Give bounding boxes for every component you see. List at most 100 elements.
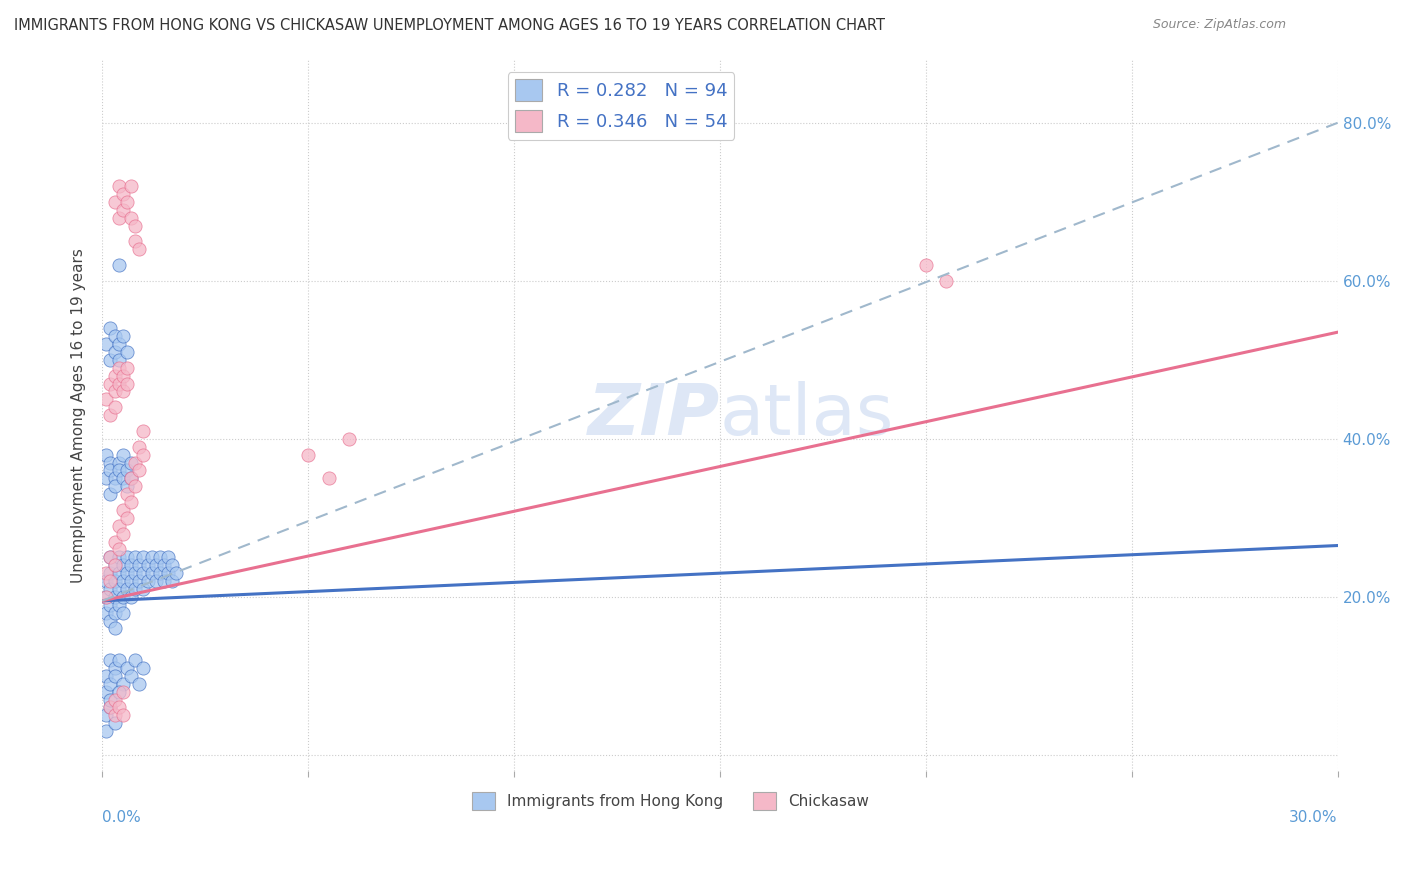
- Point: [96, 724, 118, 739]
- Point: [103, 329, 125, 343]
- Point: [115, 360, 138, 375]
- Point: [100, 700, 122, 714]
- Point: [103, 479, 125, 493]
- Point: [120, 471, 142, 485]
- Point: [318, 471, 340, 485]
- Text: atlas: atlas: [720, 381, 894, 450]
- Point: [107, 211, 129, 225]
- Point: [103, 384, 125, 399]
- Point: [128, 574, 150, 588]
- Point: [136, 558, 159, 573]
- Point: [103, 368, 125, 383]
- Point: [103, 471, 125, 485]
- Point: [103, 606, 125, 620]
- Point: [115, 661, 138, 675]
- Point: [337, 432, 360, 446]
- Point: [100, 550, 122, 565]
- Point: [141, 566, 163, 581]
- Point: [111, 471, 134, 485]
- Point: [128, 463, 150, 477]
- Point: [100, 614, 122, 628]
- Point: [103, 669, 125, 683]
- Point: [115, 463, 138, 477]
- Point: [132, 550, 155, 565]
- Y-axis label: Unemployment Among Ages 16 to 19 years: Unemployment Among Ages 16 to 19 years: [72, 248, 86, 582]
- Point: [103, 534, 125, 549]
- Text: IMMIGRANTS FROM HONG KONG VS CHICKASAW UNEMPLOYMENT AMONG AGES 16 TO 19 YEARS CO: IMMIGRANTS FROM HONG KONG VS CHICKASAW U…: [14, 18, 884, 33]
- Point: [100, 463, 122, 477]
- Point: [124, 550, 146, 565]
- Point: [100, 408, 122, 422]
- Point: [111, 684, 134, 698]
- Point: [96, 669, 118, 683]
- Point: [132, 661, 155, 675]
- Point: [100, 456, 122, 470]
- Point: [124, 219, 146, 233]
- Point: [128, 242, 150, 256]
- Point: [115, 487, 138, 501]
- Point: [96, 337, 118, 351]
- Point: [157, 566, 180, 581]
- Point: [111, 526, 134, 541]
- Point: [297, 448, 319, 462]
- Point: [149, 566, 172, 581]
- Point: [100, 677, 122, 691]
- Point: [96, 448, 118, 462]
- Point: [100, 692, 122, 706]
- Point: [115, 345, 138, 359]
- Point: [111, 606, 134, 620]
- Point: [124, 653, 146, 667]
- Point: [128, 677, 150, 691]
- Point: [124, 582, 146, 596]
- Point: [120, 669, 142, 683]
- Point: [132, 448, 155, 462]
- Point: [103, 661, 125, 675]
- Point: [96, 471, 118, 485]
- Point: [120, 456, 142, 470]
- Point: [100, 566, 122, 581]
- Point: [111, 448, 134, 462]
- Point: [111, 329, 134, 343]
- Point: [132, 424, 155, 438]
- Point: [120, 590, 142, 604]
- Point: [128, 440, 150, 454]
- Point: [107, 566, 129, 581]
- Point: [111, 186, 134, 201]
- Point: [100, 352, 122, 367]
- Point: [165, 566, 187, 581]
- Point: [111, 677, 134, 691]
- Point: [100, 653, 122, 667]
- Point: [107, 684, 129, 698]
- Point: [111, 503, 134, 517]
- Point: [107, 518, 129, 533]
- Point: [145, 558, 167, 573]
- Point: [115, 194, 138, 209]
- Point: [107, 258, 129, 272]
- Point: [145, 574, 167, 588]
- Point: [103, 590, 125, 604]
- Point: [103, 716, 125, 731]
- Point: [124, 566, 146, 581]
- Point: [141, 550, 163, 565]
- Point: [124, 235, 146, 249]
- Point: [132, 582, 155, 596]
- Point: [153, 574, 176, 588]
- Point: [100, 700, 122, 714]
- Point: [107, 463, 129, 477]
- Point: [107, 360, 129, 375]
- Point: [107, 550, 129, 565]
- Point: [160, 558, 183, 573]
- Point: [128, 558, 150, 573]
- Point: [136, 574, 159, 588]
- Text: 30.0%: 30.0%: [1289, 810, 1337, 825]
- Point: [103, 194, 125, 209]
- Point: [935, 274, 957, 288]
- Point: [120, 471, 142, 485]
- Point: [107, 598, 129, 612]
- Point: [96, 708, 118, 723]
- Point: [124, 456, 146, 470]
- Point: [96, 574, 118, 588]
- Point: [914, 258, 936, 272]
- Point: [107, 179, 129, 194]
- Point: [103, 692, 125, 706]
